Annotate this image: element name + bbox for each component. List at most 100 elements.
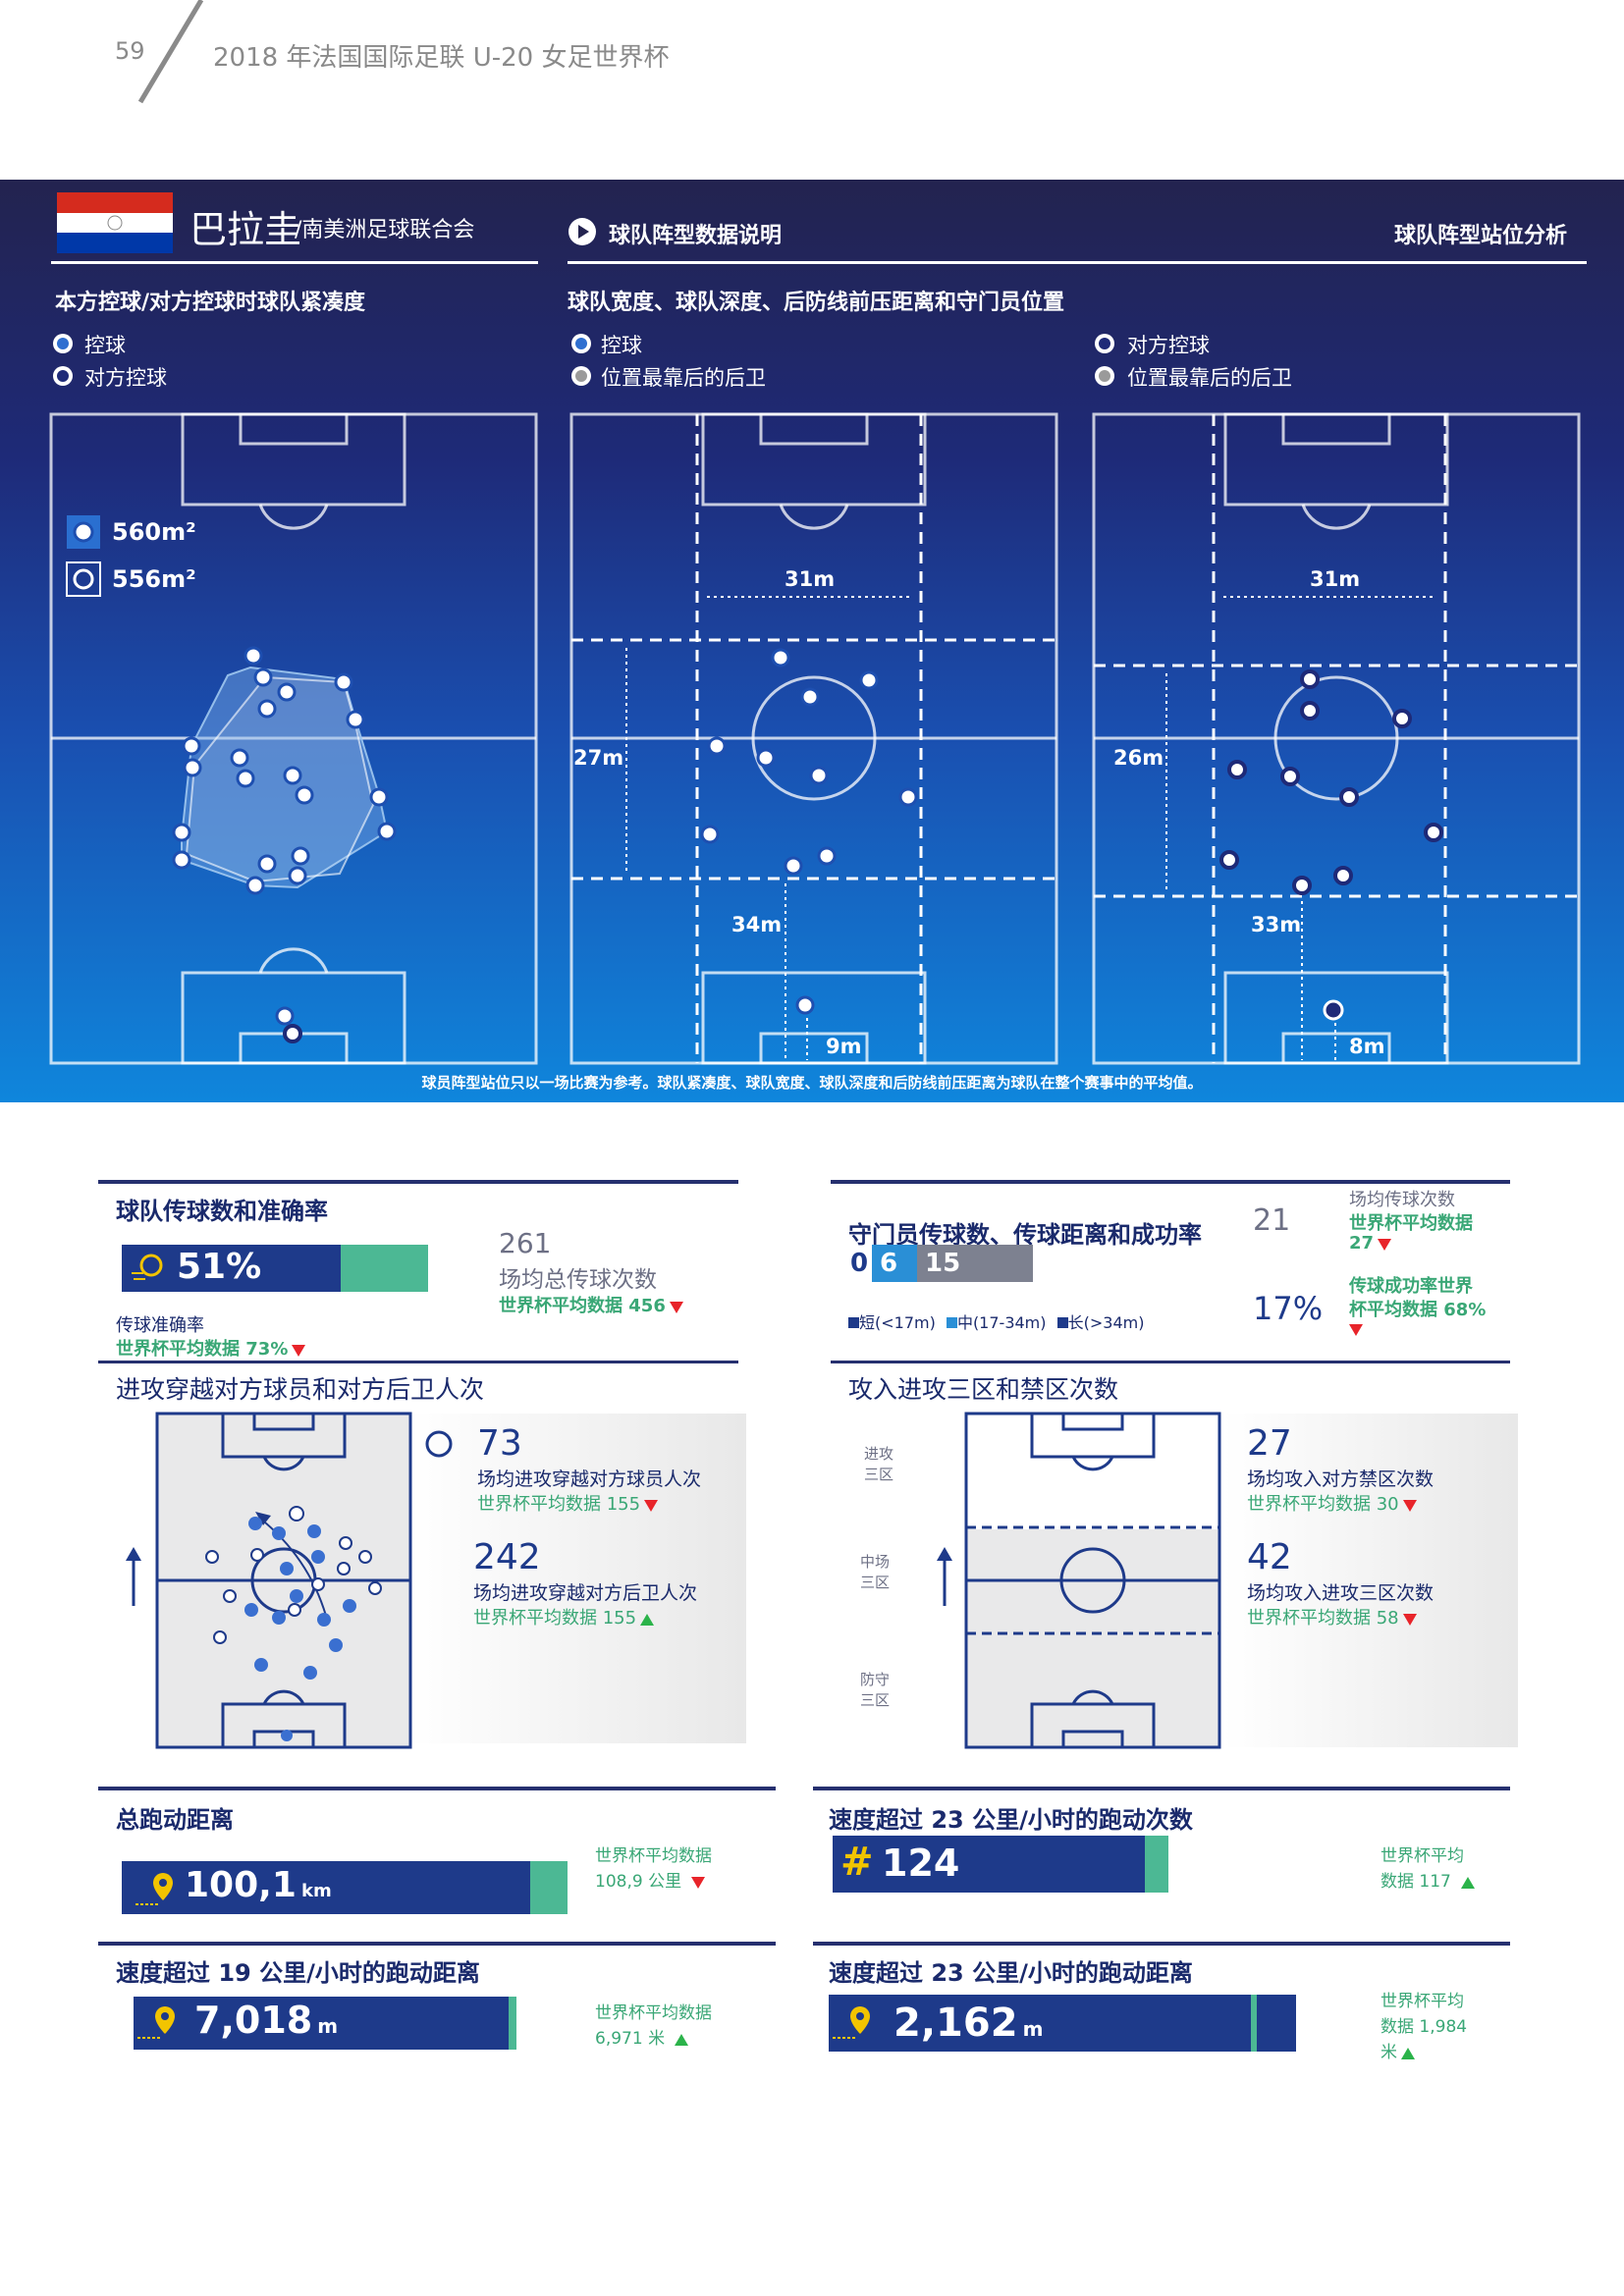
entries-box: 27 (1247, 1423, 1292, 1464)
down-arrow-icon (691, 1876, 706, 1889)
dist19-value: 7,018 (194, 1999, 313, 2042)
gk-rate: 17% (1253, 1290, 1324, 1327)
location-pin-icon (137, 2006, 175, 2039)
sprints-avg: 数据 117 (1380, 1872, 1451, 1892)
gk-passes-avg: 27 (1349, 1233, 1375, 1254)
divider (98, 1787, 776, 1790)
opp-line-height-label: 33m (1251, 913, 1302, 936)
passing-total-avg: 世界杯平均数据 456 (499, 1296, 666, 1316)
entries-third: 42 (1247, 1537, 1292, 1577)
compactness-pitch (49, 412, 538, 1065)
legend-opp-possession: 对方控球 (1127, 334, 1210, 357)
band-caption: 球员阵型站位只以一场比赛为参考。球队紧凑度、球队宽度、球队深度和后防线前压距离为… (421, 1074, 1203, 1092)
long-swatch (1056, 1317, 1068, 1328)
gk-title: 守门员传球数、传球距离和成功率 (848, 1221, 1202, 1249)
passing-accuracy-value: 51% (177, 1247, 262, 1287)
dist23-value: 2,162 (893, 2001, 1018, 2046)
breaking-panel-bg (406, 1414, 746, 1743)
analysis-label: 球队阵型站位分析 (1394, 224, 1568, 248)
own-gk-label: 9m (826, 1035, 862, 1058)
play-icon[interactable] (567, 216, 598, 247)
dist23-title: 速度超过 23 公里/小时的跑动距离 (829, 1959, 1193, 1987)
down-arrow-icon (644, 1499, 659, 1512)
distance-value: 100,1 (185, 1865, 297, 1905)
down-arrow-icon (292, 1344, 306, 1357)
possession-marker-icon (571, 334, 591, 353)
dist23-avg-unit: 米 (1380, 2043, 1397, 2062)
zone-def-line1: 防守 (860, 1671, 891, 1688)
entries-third-label: 场均攻入进攻三区次数 (1247, 1582, 1435, 1604)
legend-last-defender: 位置最靠后的后卫 (601, 366, 766, 390)
breaking-defenders: 242 (473, 1537, 541, 1577)
opp-depth-label: 26m (1113, 746, 1164, 770)
hash-icon: # (840, 1840, 874, 1885)
distance-unit: km (300, 1881, 332, 1901)
dist19-avg: 6,971 米 (595, 2029, 666, 2049)
entries-pitch (937, 1412, 1221, 1749)
up-arrow-icon (640, 1613, 655, 1626)
legend-possession: 控球 (84, 334, 126, 357)
last-defender-marker-icon (1095, 366, 1114, 386)
divider (51, 261, 538, 264)
gk-passes-label: 场均传球次数 (1349, 1190, 1455, 1210)
down-arrow-icon (1378, 1238, 1392, 1251)
explain-link[interactable]: 球队阵型数据说明 (609, 224, 783, 248)
entries-box-label: 场均攻入对方禁区次数 (1247, 1468, 1435, 1490)
team-name: 巴拉圭 (189, 208, 302, 251)
gk-rate-avg: 杯平均数据 68% (1349, 1300, 1487, 1320)
legend-last-defender: 位置最靠后的后卫 (1127, 366, 1292, 390)
player-circle-icon (425, 1430, 453, 1458)
location-pin-icon (833, 2006, 870, 2039)
breaking-defenders-label: 场均进攻穿越对方后卫人次 (473, 1582, 698, 1604)
down-arrow-icon (1349, 1323, 1363, 1336)
breaking-defenders-avg: 世界杯平均数据 155 (473, 1608, 637, 1629)
entries-third-avg: 世界杯平均数据 58 (1247, 1608, 1399, 1629)
gk-passes: 21 (1253, 1203, 1291, 1238)
dist23-unit: m (1022, 2017, 1044, 2041)
up-arrow-icon (1401, 2047, 1415, 2059)
sprints-title: 速度超过 23 公里/小时的跑动次数 (829, 1806, 1193, 1834)
divider (831, 1180, 1510, 1184)
divider (98, 1361, 738, 1363)
dimension-title: 球队宽度、球队深度、后防线前压距离和守门员位置 (568, 291, 1065, 315)
location-pin-icon (135, 1873, 173, 1905)
own-depth-label: 27m (573, 746, 624, 770)
last-defender-marker-icon (571, 366, 591, 386)
gk-rate-label: 传球成功率世界 (1349, 1276, 1473, 1297)
legend-opp-possession: 对方控球 (84, 366, 167, 390)
breaking-title: 进攻穿越对方球员和对方后卫人次 (116, 1375, 485, 1404)
opp-gk-label: 8m (1349, 1035, 1385, 1058)
dist23-avg: 数据 1,984 (1380, 2017, 1468, 2037)
dist23-avg-marker (1251, 1995, 1257, 2052)
medium-swatch (946, 1317, 957, 1328)
dist23-track (829, 1995, 1296, 2052)
zone-def-label: 防守 三区 (860, 1669, 890, 1710)
zone-attack-line2: 三区 (864, 1466, 894, 1483)
gk-legend-medium: 中(17-34m) (956, 1313, 1047, 1332)
gk-medium-bar (872, 1245, 917, 1282)
divider (831, 1361, 1510, 1363)
up-arrow-icon (675, 2033, 689, 2046)
passing-total-label: 场均总传球次数 (499, 1267, 657, 1293)
sprints-fill (833, 1836, 1145, 1893)
zone-mid-label: 中场 三区 (860, 1551, 890, 1592)
entries-title: 攻入进攻三区和禁区次数 (848, 1375, 1119, 1404)
opp-possession-pitch (1092, 412, 1581, 1065)
breaking-pitch (126, 1412, 412, 1749)
distance-avg: 108,9 公里 (595, 1872, 682, 1892)
passing-total: 261 (499, 1227, 552, 1259)
passing-accuracy-label: 传球准确率 (116, 1315, 204, 1336)
down-arrow-icon (669, 1301, 683, 1313)
zone-attack-line1: 进攻 (864, 1445, 894, 1463)
distance-avg-label: 世界杯平均数据 (595, 1846, 712, 1866)
sprints-value: 124 (882, 1842, 960, 1885)
entries-panel-bg (1223, 1414, 1518, 1747)
area-own-label: 560m² (112, 518, 196, 546)
page-title: 2018 年法国国际足联 U-20 女足世界杯 (213, 43, 670, 73)
gk-legend-long: 长(>34m) (1067, 1313, 1145, 1332)
divider (813, 1787, 1510, 1790)
ball-icon (132, 1254, 163, 1280)
dist19-fill (134, 1997, 509, 2050)
zone-def-line2: 三区 (860, 1691, 891, 1709)
area-opp-label: 556m² (112, 565, 196, 593)
